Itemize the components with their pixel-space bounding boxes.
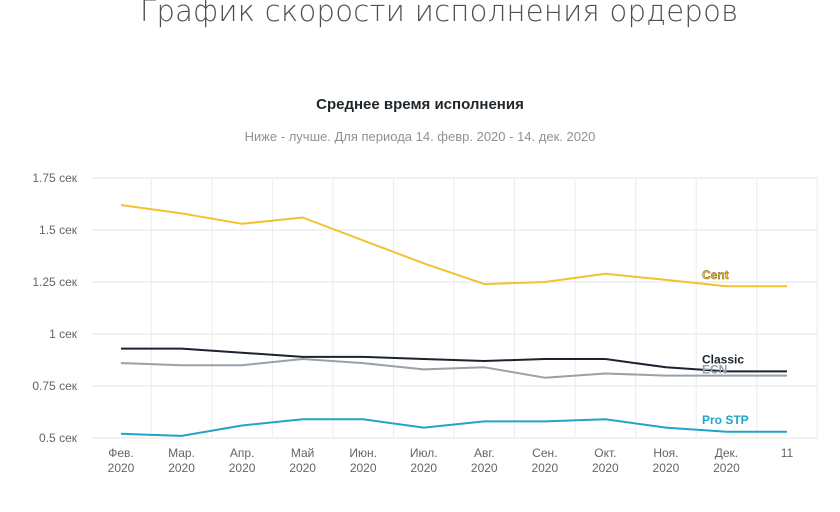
x-tick-label-year: 2020 (653, 461, 680, 475)
series-label-cent: Cent (702, 268, 729, 282)
y-tick-label: 0.5 сек (39, 431, 78, 445)
x-tick-label: Ноя. (653, 446, 678, 460)
chart-title: Среднее время исполнения (316, 96, 524, 113)
x-tick-label: Май (291, 446, 315, 460)
series-label-pro-stp: Pro STP (702, 413, 749, 427)
series-line-classic (121, 347, 787, 373)
series-line-cent (120, 204, 787, 288)
x-tick-label-year: 2020 (471, 461, 498, 475)
series-label-classic: Classic (702, 352, 744, 366)
grid (91, 177, 818, 439)
x-tick-label: Сен. (532, 446, 557, 460)
x-tick-label: Дек. (715, 446, 738, 460)
x-tick-label-year: 2020 (229, 461, 256, 475)
x-tick-label: Фев. (108, 446, 134, 460)
chart-subtitle: Ниже - лучше. Для периода 14. февр. 2020… (244, 129, 596, 144)
x-tick-label-year: 2020 (531, 461, 558, 475)
series-label-ecn: ECN (702, 363, 727, 377)
x-tick-label-year: 2020 (410, 461, 437, 475)
x-tick-label-year: 2020 (289, 461, 316, 475)
x-axis: Фев.2020Мар.2020Апр.2020Май2020Июн.2020И… (108, 446, 794, 475)
x-tick-label: Июл. (410, 446, 438, 460)
x-tick-label-year: 2020 (108, 461, 135, 475)
series-line-ecn (120, 358, 787, 379)
y-tick-label: 1.5 сек (39, 223, 78, 237)
y-tick-label: 1 сек (49, 327, 78, 341)
series-line-pro-stp (120, 418, 787, 437)
x-tick-label-year: 2020 (713, 461, 740, 475)
x-tick-label: Авг. (474, 446, 495, 460)
y-tick-label: 0.75 сек (32, 379, 77, 393)
x-tick-label-year: 2020 (592, 461, 619, 475)
x-tick-label: Мар. (168, 446, 195, 460)
x-tick-label: 11 (781, 446, 794, 460)
x-tick-label-year: 2020 (350, 461, 377, 475)
x-tick-label: Апр. (230, 446, 255, 460)
x-tick-label-year: 2020 (168, 461, 195, 475)
x-tick-label: Июн. (349, 446, 377, 460)
y-tick-label: 1.25 сек (32, 275, 77, 289)
y-tick-label: 1.75 сек (32, 171, 77, 185)
series-lines (120, 204, 787, 437)
y-axis: 0.5 сек 0.75 сек 1 сек 1.25 сек 1.5 сек 1.75 … (32, 171, 77, 445)
x-tick-label: Окт. (594, 446, 616, 460)
page-title: График скорости исполнения ордеров (140, 0, 739, 28)
